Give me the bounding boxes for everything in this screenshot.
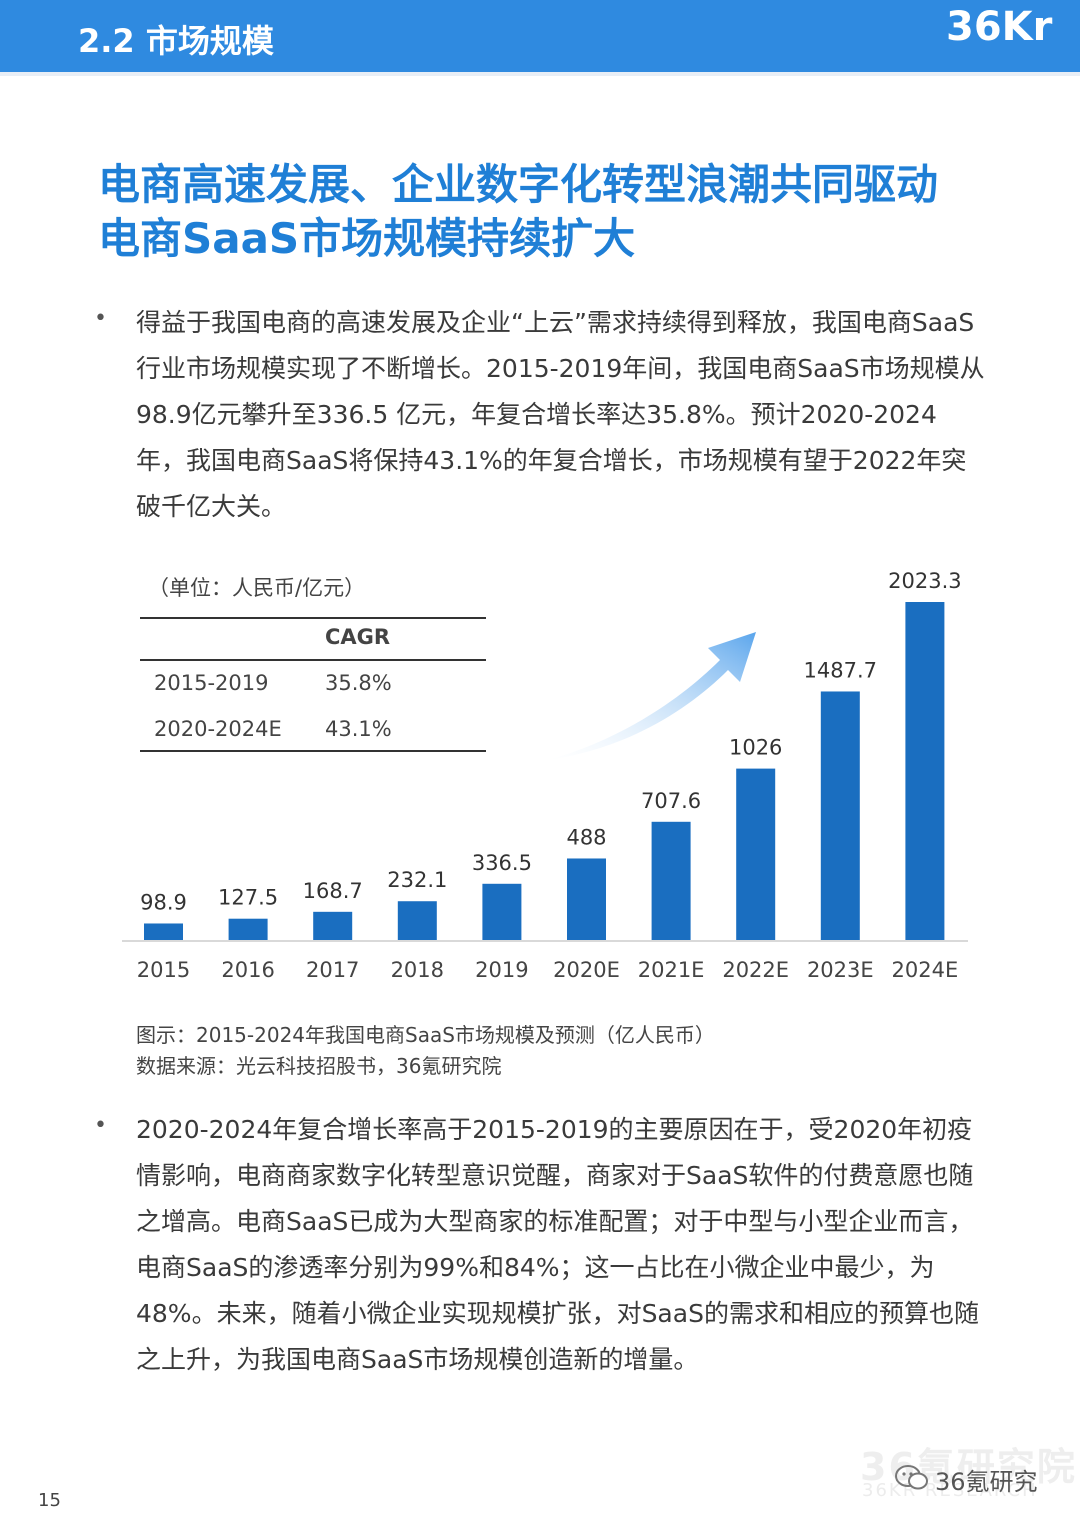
bar-2017 [313, 911, 353, 940]
value-label-2022E: 1026 [729, 736, 782, 760]
wechat-label: 36氪研究 [935, 1468, 1038, 1496]
x-tick-label-2018: 2018 [391, 958, 444, 982]
unit-label: （单位：人民币/亿元） [148, 576, 366, 600]
growth-arrow [548, 632, 756, 760]
cagr-value-2: 43.1% [325, 717, 392, 741]
value-label-2016: 127.5 [218, 886, 278, 910]
value-label-2019: 336.5 [472, 851, 532, 875]
paragraph-1: 得益于我国电商的高速发展及企业“上云”需求持续得到释放，我国电商SaaS行业市场… [136, 308, 985, 521]
table-top-rule [140, 617, 486, 619]
value-label-2017: 168.7 [303, 879, 363, 903]
paragraph-2: 2020-2024年复合增长率高于2015-2019的主要原因在于，受2020年… [136, 1115, 979, 1374]
chart-caption: 图示：2015-2024年我国电商SaaS市场规模及预测（亿人民币） 数据来源：… [136, 1020, 715, 1082]
figure-caption: 图示：2015-2024年我国电商SaaS市场规模及预测（亿人民币） [136, 1023, 715, 1047]
header-divider [0, 72, 1080, 76]
bar-2024E [905, 602, 945, 940]
cagr-period-2: 2020-2024E [154, 717, 282, 741]
value-label-2023E: 1487.7 [804, 658, 877, 682]
bullet-1: • [94, 306, 107, 331]
value-label-2018: 232.1 [387, 868, 447, 892]
cagr-period-1: 2015-2019 [154, 671, 269, 695]
headline: 电商高速发展、企业数字化转型浪潮共同驱动 电商SaaS市场规模持续扩大 [98, 158, 998, 266]
36kr-logo: 36Kr [946, 4, 1053, 50]
bullet-2: • [94, 1113, 107, 1138]
bar-2018 [397, 901, 437, 940]
section-title: 2.2 市场规模 [78, 22, 274, 60]
bar-2019 [482, 883, 522, 940]
table-header-rule [140, 659, 486, 661]
x-tick-label-2016: 2016 [221, 958, 274, 982]
x-tick-label-2020E: 2020E [553, 958, 620, 982]
watermark-cn: 36氪研究院 [860, 1445, 1077, 1489]
bar-2020E [567, 858, 606, 940]
value-label-2015: 98.9 [140, 890, 187, 914]
page-header: 2.2 市场规模 36Kr [0, 0, 1080, 72]
logo-text: 36Kr [946, 4, 1053, 50]
table-bottom-rule [140, 750, 486, 752]
x-tick-label-2022E: 2022E [722, 958, 789, 982]
bar-2022E [736, 768, 776, 940]
bar-2021E [651, 821, 691, 940]
wechat-icon [895, 1465, 928, 1490]
page-number: 15 [38, 1490, 61, 1511]
x-tick-label-2023E: 2023E [807, 958, 874, 982]
value-label-2020E: 488 [566, 825, 606, 849]
source-caption: 数据来源：光云科技招股书，36氪研究院 [136, 1054, 502, 1078]
x-tick-label-2019: 2019 [475, 958, 528, 982]
bar-2015 [144, 923, 183, 940]
value-label-2021E: 707.6 [641, 789, 701, 813]
x-tick-label-2024E: 2024E [892, 958, 959, 982]
x-tick-label-2017: 2017 [306, 958, 359, 982]
bar-2023E [820, 691, 860, 940]
cagr-value-1: 35.8% [325, 671, 392, 695]
x-tick-label-2015: 2015 [137, 958, 190, 982]
value-label-2024E: 2023.3 [888, 569, 961, 593]
headline-line-1: 电商高速发展、企业数字化转型浪潮共同驱动 [98, 160, 939, 209]
x-tick-label-2021E: 2021E [638, 958, 705, 982]
bar-2016 [228, 918, 268, 940]
cagr-header: CAGR [325, 625, 391, 649]
market-size-bar-chart: 98.9 2015 127.5 2016 168.7 2017 232.1 2018 336.5… [122, 569, 968, 982]
headline-line-2: 电商SaaS市场规模持续扩大 [98, 214, 636, 263]
